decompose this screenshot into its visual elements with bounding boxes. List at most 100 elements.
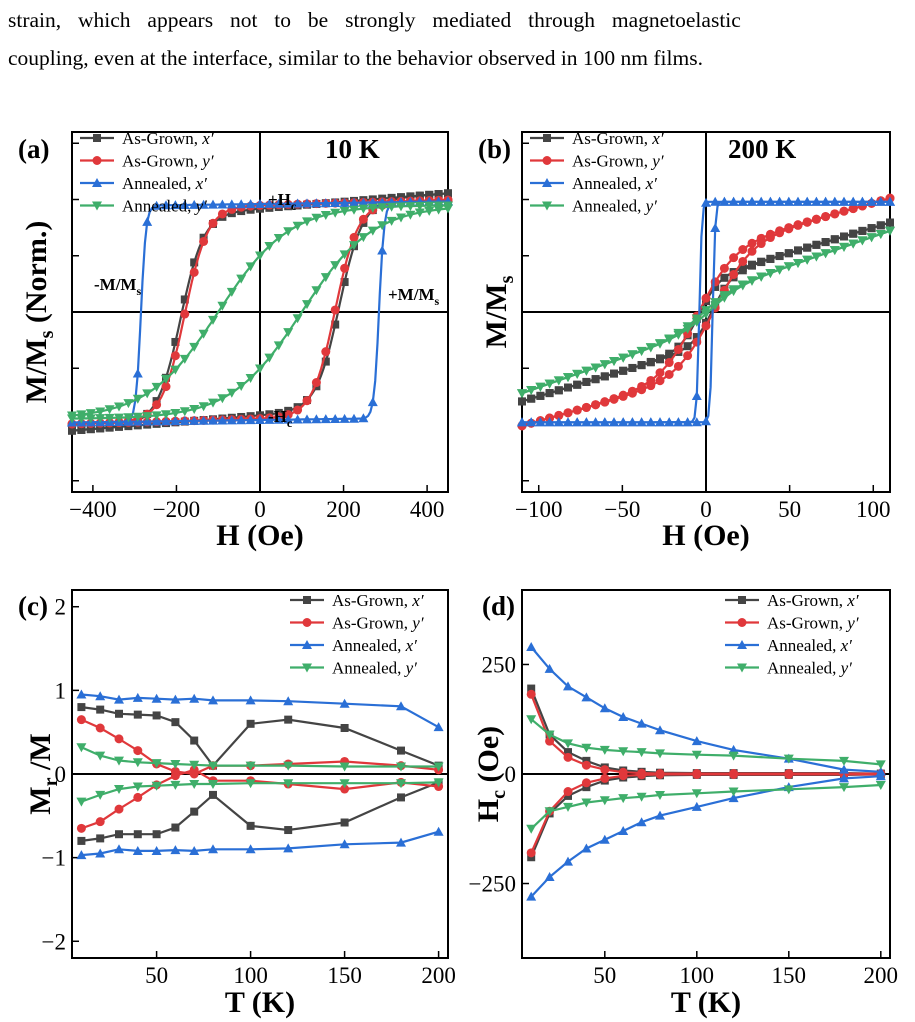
data-point [208,199,218,209]
temperature-label: 200 K [728,134,796,164]
data-point [77,425,86,434]
data-point [321,357,330,366]
data-point [830,235,839,244]
data-point [756,196,767,206]
data-point [875,196,886,206]
legend-label: Annealed, x′ [572,174,657,193]
data-point [68,426,76,435]
data-point [302,198,312,208]
x-tick-label: −400 [69,497,116,522]
data-point [245,844,256,854]
data-point [133,710,142,719]
data-point [443,204,453,214]
data-point [179,416,190,426]
data-point [692,337,702,347]
data-point [581,692,592,702]
x-axis-label: H (Oe) [216,519,303,552]
data-point [245,695,256,705]
data-point [114,413,124,423]
data-point [170,416,181,426]
data-point [747,276,757,286]
data-point [655,368,665,378]
data-point [609,356,619,366]
data-point [415,191,424,200]
data-point [424,206,435,216]
data-point [433,778,444,788]
data-point [637,770,647,780]
legend-label: As-Grown, y′ [122,152,214,171]
data-point [720,273,729,282]
data-point [618,794,629,804]
data-point [85,414,96,424]
data-point [765,196,776,206]
data-point [728,287,739,297]
y-tick-label: 0 [505,762,517,787]
data-point [701,197,711,207]
data-point [610,369,618,378]
data-point [701,309,711,319]
data-point [636,718,647,728]
x-tick-label: 0 [700,497,712,522]
data-point [161,416,171,426]
data-point [581,403,591,413]
data-point [840,232,848,241]
data-point [655,791,665,801]
series-3 [526,715,886,834]
legend-label: Annealed, x′ [122,174,207,193]
data-point [591,375,600,384]
x-tick-label: 100 [233,963,268,988]
data-point [152,711,161,720]
y-tick-label: 1 [55,678,67,703]
legend-label: As-Grown, y′ [572,152,664,171]
data-point [189,760,200,770]
data-point [554,410,564,420]
data-point [77,836,86,845]
data-point [264,242,275,252]
data-point [198,199,209,209]
data-point [255,415,265,424]
data-point [226,287,237,297]
x-tick-label: 150 [772,963,807,988]
data-point [581,778,591,788]
data-point [433,826,444,836]
data-point [444,189,452,198]
legend-marker [543,134,551,142]
data-point [273,233,284,243]
data-point [170,845,181,855]
data-point [349,413,359,423]
annotation-1: -Hc [268,407,293,430]
data-point [627,417,638,427]
data-point [330,208,341,218]
legend-label: Annealed, y′ [572,197,657,216]
data-point [839,756,849,766]
data-point [208,315,218,325]
series-3 [67,201,453,424]
data-point [618,353,629,363]
data-point [283,414,294,424]
data-point [774,265,785,275]
data-point [691,736,702,746]
data-point [340,263,350,273]
annotation-0: +Hc [268,190,297,213]
legend-marker [542,178,552,187]
data-point [618,712,629,722]
data-point [236,382,247,392]
data-point [151,781,162,791]
data-point [875,229,886,239]
data-point [386,202,397,212]
data-point [189,405,200,415]
data-point [226,388,237,398]
data-point [820,196,831,206]
data-point [433,722,444,732]
data-point [339,839,350,849]
data-point [189,342,200,352]
data-point [673,344,683,354]
data-point [875,760,886,770]
data-point [358,204,369,214]
data-point [245,779,256,789]
data-point [189,415,200,425]
data-point [170,365,181,375]
data-point [885,226,895,236]
data-point [405,202,416,212]
data-point [245,262,256,272]
